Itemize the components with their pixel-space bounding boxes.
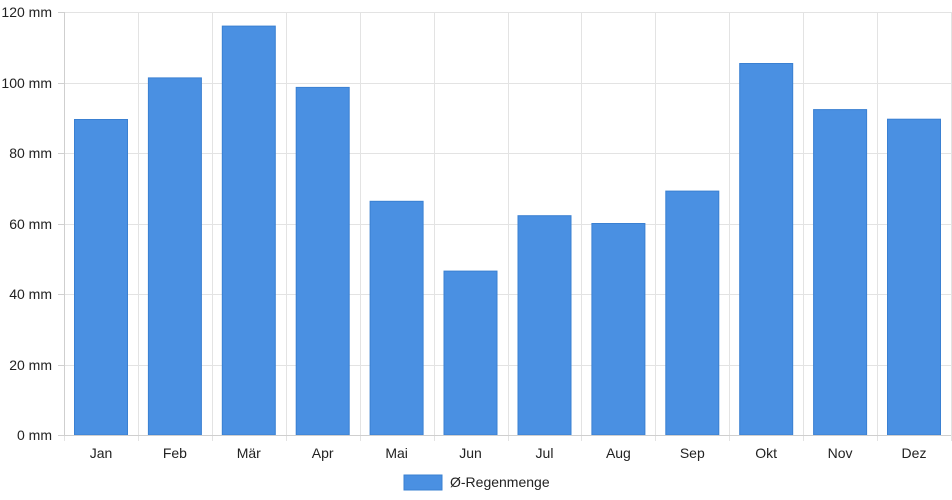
x-tick-label: Jun bbox=[459, 445, 482, 461]
legend-label[interactable]: Ø-Regenmenge bbox=[450, 474, 550, 490]
y-tick-label: 60 mm bbox=[9, 216, 52, 232]
x-tick-label: Sep bbox=[680, 445, 705, 461]
bar-mai[interactable] bbox=[369, 200, 424, 436]
x-tick-label: Nov bbox=[828, 445, 853, 461]
bar-jan[interactable] bbox=[74, 119, 128, 436]
x-tick-label: Mai bbox=[385, 445, 408, 461]
chart-grid bbox=[64, 12, 952, 441]
x-tick-label: Apr bbox=[312, 445, 334, 461]
bar-dez[interactable] bbox=[887, 118, 941, 436]
bar-aug[interactable] bbox=[591, 223, 646, 436]
bar-okt[interactable] bbox=[739, 63, 794, 436]
bar-sep[interactable] bbox=[665, 190, 720, 436]
x-tick-label: Mär bbox=[237, 445, 261, 461]
y-axis-ticks: 0 mm 20 mm 40 mm 60 mm 80 mm 100 mm 120 mm bbox=[1, 4, 64, 443]
chart-axes bbox=[64, 12, 951, 436]
x-tick-label: Okt bbox=[755, 445, 777, 461]
y-tick-label: 120 mm bbox=[1, 4, 52, 20]
x-tick-label: Aug bbox=[606, 445, 631, 461]
x-tick-label: Jan bbox=[90, 445, 113, 461]
x-tick-label: Dez bbox=[902, 445, 927, 461]
y-tick-label: 100 mm bbox=[1, 75, 52, 91]
bar-mär[interactable] bbox=[221, 25, 276, 436]
x-tick-label: Feb bbox=[163, 445, 187, 461]
chart-bars bbox=[74, 25, 941, 436]
y-tick-label: 40 mm bbox=[9, 286, 52, 302]
bar-apr[interactable] bbox=[295, 86, 350, 436]
bar-jul[interactable] bbox=[517, 215, 572, 436]
legend-swatch[interactable] bbox=[403, 474, 443, 491]
x-tick-label: Jul bbox=[536, 445, 554, 461]
y-tick-label: 20 mm bbox=[9, 357, 52, 373]
bar-nov[interactable] bbox=[813, 109, 868, 436]
bar-jun[interactable] bbox=[443, 270, 498, 436]
y-tick-label: 80 mm bbox=[9, 145, 52, 161]
bar-feb[interactable] bbox=[147, 77, 202, 436]
x-axis-ticks: Jan Feb Mär Apr Mai Jun Jul Aug Sep Okt Nov Dez bbox=[90, 445, 927, 461]
y-tick-label: 0 mm bbox=[17, 427, 52, 443]
chart-legend[interactable]: Ø-Regenmenge bbox=[403, 474, 550, 491]
